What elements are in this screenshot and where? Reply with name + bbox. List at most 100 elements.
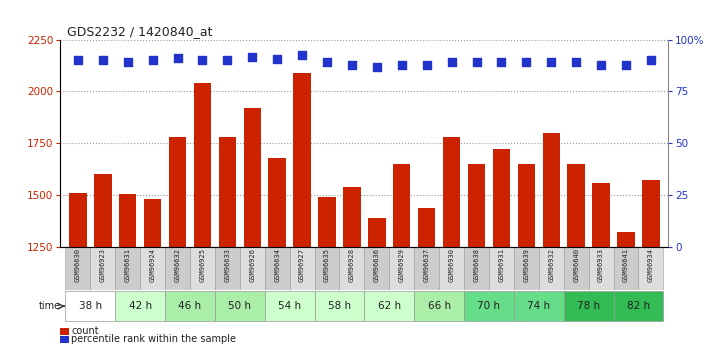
Text: GSM96641: GSM96641 xyxy=(623,248,629,282)
Point xyxy=(496,60,507,65)
Point xyxy=(595,62,606,67)
Text: GDS2232 / 1420840_at: GDS2232 / 1420840_at xyxy=(67,26,212,39)
Text: 62 h: 62 h xyxy=(378,301,401,311)
Point xyxy=(346,62,358,67)
Bar xyxy=(314,247,339,290)
Text: GSM96933: GSM96933 xyxy=(598,248,604,282)
Bar xyxy=(219,137,236,345)
Bar xyxy=(190,247,215,290)
Text: GSM96928: GSM96928 xyxy=(349,248,355,282)
Text: 78 h: 78 h xyxy=(577,301,600,311)
Bar xyxy=(614,247,638,290)
Point xyxy=(147,58,159,63)
Text: GSM96640: GSM96640 xyxy=(573,248,579,282)
Bar xyxy=(339,247,365,290)
Text: 58 h: 58 h xyxy=(328,301,351,311)
Bar xyxy=(264,247,289,290)
Point xyxy=(371,64,383,69)
Bar xyxy=(415,247,439,290)
Text: percentile rank within the sample: percentile rank within the sample xyxy=(71,334,236,344)
Text: 66 h: 66 h xyxy=(427,301,451,311)
Text: GSM96929: GSM96929 xyxy=(399,248,405,282)
Bar xyxy=(592,183,610,345)
Point xyxy=(321,60,333,65)
Point xyxy=(520,60,532,65)
Point xyxy=(421,62,432,67)
Bar xyxy=(418,208,435,345)
Bar xyxy=(542,133,560,345)
Bar xyxy=(514,292,564,321)
Bar xyxy=(368,218,385,345)
Text: GSM96926: GSM96926 xyxy=(250,248,255,282)
Bar xyxy=(390,247,415,290)
Text: GSM96638: GSM96638 xyxy=(474,248,479,282)
Bar xyxy=(365,292,415,321)
Bar xyxy=(69,193,87,345)
Bar xyxy=(215,292,264,321)
Bar xyxy=(343,187,360,345)
Bar xyxy=(589,247,614,290)
Text: GSM96636: GSM96636 xyxy=(374,248,380,282)
Bar xyxy=(539,247,564,290)
Bar xyxy=(439,247,464,290)
Text: GSM96633: GSM96633 xyxy=(225,248,230,282)
Bar xyxy=(493,149,510,345)
Text: 38 h: 38 h xyxy=(79,301,102,311)
Point xyxy=(73,58,84,63)
Text: GSM96931: GSM96931 xyxy=(498,248,504,282)
Bar xyxy=(115,247,140,290)
Bar xyxy=(140,247,165,290)
Text: GSM96924: GSM96924 xyxy=(149,248,156,282)
Text: GSM96632: GSM96632 xyxy=(174,248,181,282)
Text: 82 h: 82 h xyxy=(627,301,650,311)
Point xyxy=(545,60,557,65)
Point xyxy=(122,60,134,65)
Bar xyxy=(365,247,390,290)
Text: GSM96637: GSM96637 xyxy=(424,248,429,282)
Bar xyxy=(90,247,115,290)
Bar xyxy=(144,199,161,345)
Text: 70 h: 70 h xyxy=(478,301,501,311)
Point xyxy=(197,58,208,63)
Bar xyxy=(642,180,660,345)
Bar xyxy=(165,292,215,321)
Point xyxy=(97,58,109,63)
Text: GSM96932: GSM96932 xyxy=(548,248,555,282)
Text: GSM96934: GSM96934 xyxy=(648,248,654,282)
Text: GSM96639: GSM96639 xyxy=(523,248,529,282)
Bar xyxy=(464,292,514,321)
Point xyxy=(471,60,482,65)
Bar xyxy=(415,292,464,321)
Bar xyxy=(65,247,90,290)
Text: GSM96925: GSM96925 xyxy=(200,248,205,282)
Text: 46 h: 46 h xyxy=(178,301,201,311)
Bar xyxy=(514,247,539,290)
Bar xyxy=(269,158,286,345)
Point xyxy=(296,52,308,58)
Point xyxy=(620,62,631,67)
Bar xyxy=(617,232,635,345)
Text: GSM96634: GSM96634 xyxy=(274,248,280,282)
Text: GSM96635: GSM96635 xyxy=(324,248,330,282)
Bar xyxy=(240,247,264,290)
Bar xyxy=(244,108,261,345)
Text: GSM96930: GSM96930 xyxy=(449,248,454,282)
Bar xyxy=(294,73,311,345)
Bar xyxy=(468,164,485,345)
Bar xyxy=(614,292,663,321)
Point xyxy=(446,60,457,65)
Text: GSM96630: GSM96630 xyxy=(75,248,81,282)
Point xyxy=(247,55,258,60)
Bar xyxy=(564,292,614,321)
Text: 74 h: 74 h xyxy=(528,301,550,311)
Bar xyxy=(518,164,535,345)
Bar xyxy=(169,137,186,345)
Bar xyxy=(165,247,190,290)
Text: 54 h: 54 h xyxy=(278,301,301,311)
Bar xyxy=(193,83,211,345)
Bar xyxy=(65,292,115,321)
Point xyxy=(570,60,582,65)
Text: GSM96631: GSM96631 xyxy=(124,248,131,282)
Text: GSM96927: GSM96927 xyxy=(299,248,305,282)
Text: count: count xyxy=(71,326,99,336)
